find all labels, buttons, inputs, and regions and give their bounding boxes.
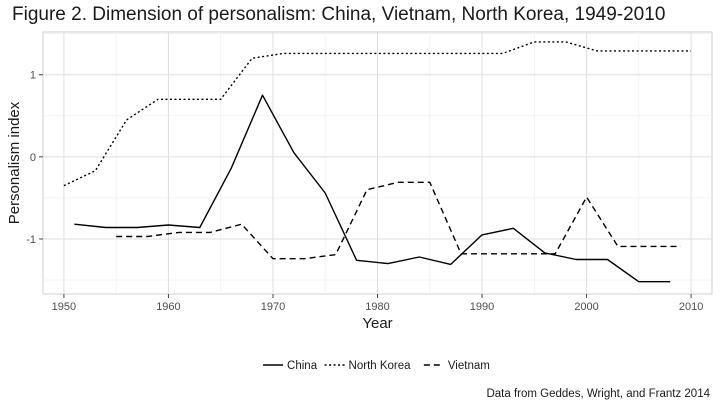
y-tick-label: 0 (30, 152, 36, 164)
legend-label-north-korea: North Korea (349, 360, 412, 372)
x-tick-label: 1970 (261, 301, 285, 313)
x-axis-label: Year (362, 315, 392, 332)
series-line-china (74, 94, 671, 283)
y-axis: -1 0 1 (26, 70, 43, 246)
chart-caption: Data from Geddes, Wright, and Frantz 201… (486, 388, 710, 400)
legend: China North Korea Vietnam (263, 360, 490, 372)
x-tick-label: 2010 (679, 301, 703, 313)
x-tick-label: 1950 (52, 301, 76, 313)
legend-label-china: China (287, 360, 318, 372)
x-axis: 1950 1960 1970 1980 1990 2000 2010 (52, 294, 703, 313)
series-line-vietnam (116, 181, 681, 260)
x-tick-label: 1980 (365, 301, 389, 313)
y-tick-label: -1 (26, 234, 36, 246)
x-tick-label: 1960 (156, 301, 180, 313)
x-tick-label: 1990 (470, 301, 494, 313)
series-layer (63, 41, 692, 283)
chart-title: Figure 2. Dimension of personalism: Chin… (12, 4, 666, 25)
x-tick-label: 2000 (574, 301, 598, 313)
y-axis-label: Personalism index (6, 101, 23, 224)
grid-major (43, 32, 712, 294)
legend-label-vietnam: Vietnam (448, 360, 490, 372)
y-tick-label: 1 (30, 70, 36, 82)
